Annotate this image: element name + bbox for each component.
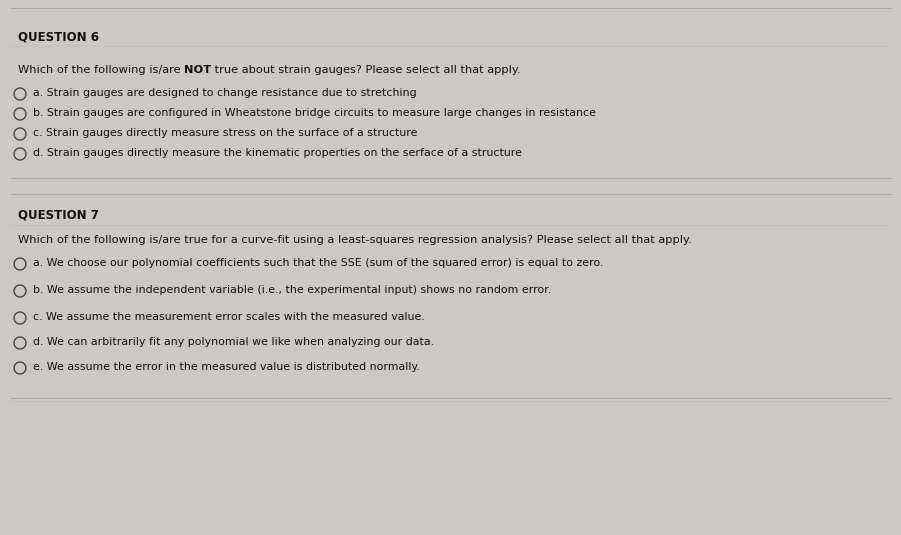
Text: true about strain gauges? Please select all that apply.: true about strain gauges? Please select … <box>212 65 521 75</box>
Text: a. We choose our polynomial coefficients such that the SSE (sum of the squared e: a. We choose our polynomial coefficients… <box>33 258 604 268</box>
Text: QUESTION 6: QUESTION 6 <box>18 30 99 43</box>
Text: d. We can arbitrarily fit any polynomial we like when analyzing our data.: d. We can arbitrarily fit any polynomial… <box>33 337 434 347</box>
Text: c. We assume the measurement error scales with the measured value.: c. We assume the measurement error scale… <box>33 312 424 322</box>
Text: NOT: NOT <box>184 65 212 75</box>
Text: c. Strain gauges directly measure stress on the surface of a structure: c. Strain gauges directly measure stress… <box>33 128 417 138</box>
Text: Which of the following is/are: Which of the following is/are <box>18 65 184 75</box>
Text: Which of the following is/are true for a curve-fit using a least-squares regress: Which of the following is/are true for a… <box>18 235 692 245</box>
Text: a. Strain gauges are designed to change resistance due to stretching: a. Strain gauges are designed to change … <box>33 88 416 98</box>
Text: e. We assume the error in the measured value is distributed normally.: e. We assume the error in the measured v… <box>33 362 420 372</box>
Text: d. Strain gauges directly measure the kinematic properties on the serface of a s: d. Strain gauges directly measure the ki… <box>33 148 522 158</box>
Text: b. We assume the independent variable (i.e., the experimental input) shows no ra: b. We assume the independent variable (i… <box>33 285 551 295</box>
Text: b. Strain gauges are configured in Wheatstone bridge circuits to measure large c: b. Strain gauges are configured in Wheat… <box>33 108 596 118</box>
Text: QUESTION 7: QUESTION 7 <box>18 208 99 221</box>
